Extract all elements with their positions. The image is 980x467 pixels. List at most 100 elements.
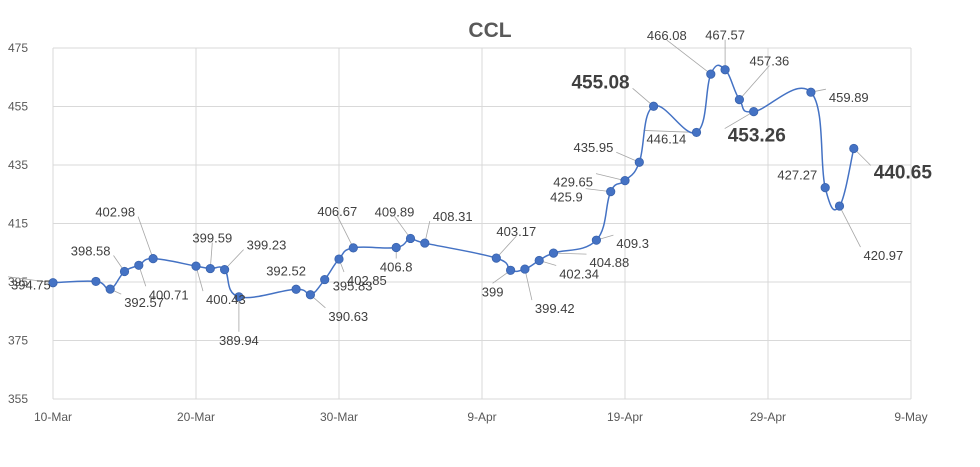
data-point [348,243,358,253]
leader-line [336,215,354,249]
data-point [420,238,430,248]
data-label: 402.98 [95,205,135,220]
data-label: 406.8 [380,259,413,274]
data-label: 440.65 [874,162,933,183]
series-line [52,64,855,299]
data-point [505,265,516,275]
data-point [849,143,859,154]
data-label: 395.83 [333,279,373,294]
leader-line [666,39,712,75]
data-point [91,276,101,287]
data-point [191,261,201,271]
data-point [806,87,816,97]
leader-line [524,268,533,301]
data-label: 400.71 [149,287,189,302]
data-point [749,106,759,117]
data-point [148,254,158,264]
y-tick-label: 475 [8,41,28,55]
data-label: 402.34 [559,267,599,282]
leader-line [595,173,626,182]
data-point [520,264,530,274]
leader-line [839,205,861,248]
data-label: 435.95 [574,140,614,155]
data-label: 390.63 [328,309,368,324]
data-point [706,69,716,79]
data-label: 467.57 [705,28,745,43]
data-point [634,157,644,167]
data-label: 408.31 [433,209,473,224]
data-point [234,292,244,302]
y-tick-label: 355 [8,392,28,406]
data-point [305,290,315,300]
gridlines [52,47,912,400]
data-label: 399.42 [535,301,575,316]
x-axis-ticks: 10-Mar 20-Mar 30-Mar 9-Apr 19-Apr 29-Apr 9-May [34,410,928,424]
x-tick-label: 30-Mar [320,410,358,424]
data-labels: 394.75 392.57 398.58 400.71 402.98 400.43 399.… [11,28,932,348]
data-point [405,233,416,244]
data-label: 453.26 [728,126,786,147]
data-point [606,187,616,197]
data-points [48,65,859,302]
data-label: 399 [482,284,504,299]
leader-line [632,87,654,107]
leader-line [739,65,770,100]
x-tick-label: 19-Apr [607,410,643,424]
data-point [734,94,745,105]
data-point [220,265,230,275]
data-label: 394.75 [11,278,51,293]
leader-line [553,252,587,255]
data-label: 459.89 [829,90,869,105]
x-tick-label: 10-Mar [34,410,72,424]
y-tick-label: 455 [8,100,28,114]
data-label: 409.3 [616,236,649,251]
data-point [334,254,344,264]
leader-line [7,276,54,284]
chart-title: CCL [468,19,511,42]
data-point [720,65,730,75]
leader-line [496,235,517,259]
data-label: 420.97 [864,248,904,263]
data-point [491,253,501,263]
data-label: 398.58 [71,244,111,259]
data-label: 400.43 [206,292,246,307]
data-point [620,176,630,186]
data-label: 399.59 [192,231,232,246]
data-point [834,201,845,211]
data-point [548,248,559,258]
data-point [48,278,58,288]
data-point [820,183,830,193]
data-point [591,235,602,245]
data-label: 402.85 [347,273,387,288]
data-label: 389.94 [219,333,259,348]
data-label: 466.08 [647,28,687,43]
data-point [534,255,544,266]
data-label: 427.27 [777,168,817,183]
data-point [205,263,215,274]
data-label: 403.17 [496,224,536,239]
x-tick-label: 9-Apr [467,410,496,424]
leader-line [137,216,154,259]
data-point [320,274,330,285]
data-point [105,284,115,294]
data-label: 457.36 [750,54,790,69]
y-tick-label: 375 [8,334,28,348]
data-label: 406.67 [317,204,357,219]
data-label: 455.08 [571,72,629,93]
data-label: 409.89 [375,204,415,219]
y-tick-label: 415 [8,217,28,231]
label-leader-lines [7,39,872,332]
x-tick-label: 29-Apr [750,410,786,424]
data-label: 446.14 [647,131,687,146]
leader-line [724,111,754,129]
data-label: 392.52 [266,263,306,278]
y-tick-label: 435 [8,158,28,172]
data-point [119,266,130,277]
data-point [134,260,144,270]
leader-line [643,130,697,133]
data-label: 429.65 [553,175,593,190]
data-label: 404.88 [590,255,630,270]
